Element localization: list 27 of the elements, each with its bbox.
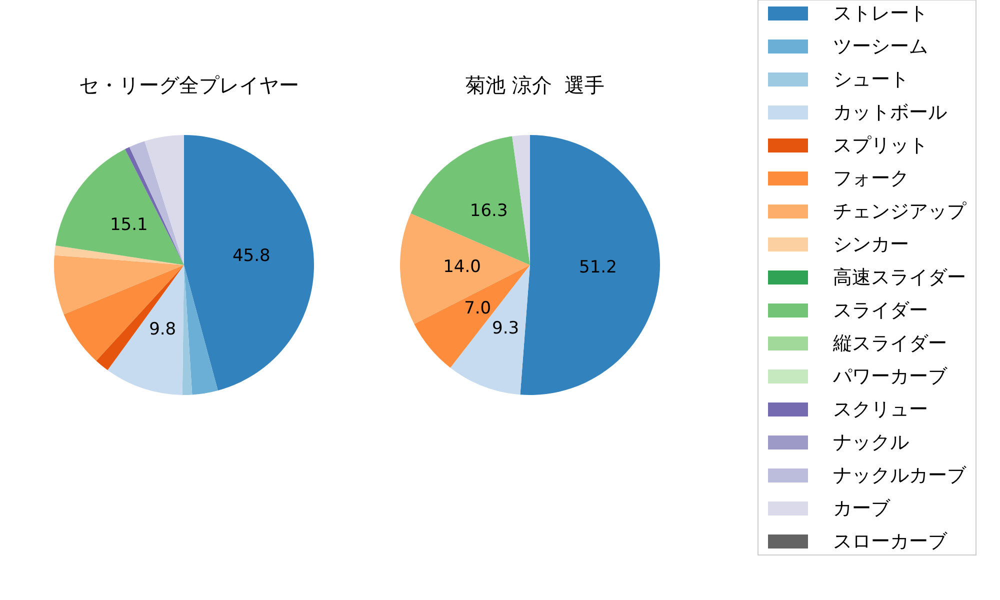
legend-label: 縦スライダー bbox=[832, 332, 947, 354]
legend-label: カットボール bbox=[833, 102, 947, 124]
data-label: 16.3 bbox=[470, 200, 508, 221]
legend-label: ストレート bbox=[833, 2, 928, 24]
data-label: 9.3 bbox=[492, 318, 520, 338]
legend-label: ナックル bbox=[833, 432, 909, 454]
data-label: 51.2 bbox=[579, 258, 617, 278]
legend-label: カーブ bbox=[833, 498, 891, 520]
legend-label: フォーク bbox=[833, 168, 909, 190]
data-label: 15.1 bbox=[110, 215, 148, 236]
data-label: 45.8 bbox=[232, 246, 270, 266]
legend-label: スローカーブ bbox=[833, 530, 948, 552]
data-label: 14.0 bbox=[443, 257, 481, 278]
slice-label: 菊池 涼介 選手 bbox=[465, 73, 605, 97]
legend-label: スプリット bbox=[833, 134, 928, 156]
legend-label: 高速スライダー bbox=[833, 266, 966, 288]
legend-label: チェンジアップ bbox=[833, 200, 967, 222]
legend-label: パワーカーブ bbox=[832, 366, 948, 388]
legend-label: スライダー bbox=[833, 300, 928, 322]
data-label: 7.0 bbox=[464, 298, 492, 318]
legend-label: スクリュー bbox=[833, 398, 928, 420]
legend-label: シュート bbox=[833, 68, 909, 90]
legend-label: ツーシーム bbox=[833, 36, 928, 58]
slice-label: セ・リーグ全プレイヤー bbox=[79, 73, 299, 97]
data-label: 9.8 bbox=[149, 320, 176, 340]
legend-label: シンカー bbox=[833, 234, 909, 256]
legend-label: ナックルカーブ bbox=[833, 464, 967, 486]
